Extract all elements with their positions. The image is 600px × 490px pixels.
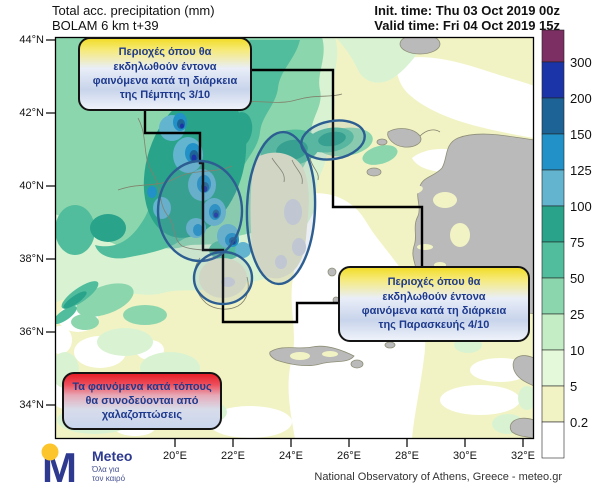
lat-label-40n: 40°N: [19, 180, 44, 192]
map-frame: [54, 36, 535, 440]
lat-label-38n: 38°N: [19, 253, 44, 265]
cb-label-5: 5: [570, 379, 578, 394]
lon-label-26e: 26°E: [337, 450, 361, 462]
lon-label-30e: 30°E: [453, 450, 477, 462]
lon-label-32e: 32°E: [511, 450, 535, 462]
init-time: Init. time: Thu 03 Oct 2019 00z: [374, 3, 560, 18]
lon-label-20e: 20°E: [163, 450, 187, 462]
cb-label-50: 50: [570, 271, 585, 286]
cb-label-125: 125: [570, 163, 592, 178]
logo-tagline-line2: τον καιρό: [92, 474, 126, 483]
logo-wordmark: Meteo: [92, 448, 132, 464]
cb-label-25: 25: [570, 307, 585, 322]
attribution-text: National Observatory of Athens, Greece -…: [314, 471, 562, 483]
meteo-logo: M Meteo Όλα για τον καιρό: [41, 443, 132, 490]
axis-ticks: [46, 39, 524, 447]
thursday-storms-callout: Περιοχές όπου θα εκδηλωθούν έντονα φαινό…: [78, 37, 252, 111]
run-times: Init. time: Thu 03 Oct 2019 00z Valid ti…: [260, 3, 560, 33]
cb-label-200: 200: [570, 91, 592, 106]
lat-label-44n: 44°N: [19, 34, 44, 46]
lat-label-34n: 34°N: [19, 399, 44, 411]
storm-ellipse-nw-greece: [156, 159, 244, 263]
lat-label-42n: 42°N: [19, 107, 44, 119]
storm-ellipse-peloponnese: [192, 250, 254, 306]
lon-label-22e: 22°E: [221, 450, 245, 462]
title-line1: Total acc. precipitation (mm): [52, 3, 215, 18]
lon-label-24e: 24°E: [279, 450, 303, 462]
storm-ellipse-thrace: [300, 119, 366, 161]
lon-label-28e: 28°E: [395, 450, 419, 462]
hail-warning-callout: Τα φαινόμενα κατά τόπους θα συνοδεύονται…: [62, 372, 222, 430]
valid-time: Valid time: Fri 04 Oct 2019 15z: [374, 18, 560, 33]
storm-ellipse-central: [245, 130, 317, 286]
title-line2: BOLAM 6 km t+39: [52, 18, 159, 33]
forecast-region-outline: [143, 68, 424, 324]
storm-area-ellipses: [156, 119, 366, 306]
lat-label-36n: 36°N: [19, 326, 44, 338]
cb-label-300: 300: [570, 55, 592, 70]
cb-label-10: 10: [570, 343, 585, 358]
cb-label-150: 150: [570, 127, 592, 142]
logo-tagline-line1: Όλα για: [91, 465, 120, 474]
colorbar: [541, 29, 565, 459]
map-title: Total acc. precipitation (mm) BOLAM 6 km…: [52, 3, 215, 33]
cb-label-0-2: 0.2: [570, 415, 589, 430]
logo-sun-icon: [41, 443, 59, 461]
cb-label-75: 75: [570, 235, 585, 250]
friday-storms-callout: Περιοχές όπου θα εκδηλωθούν έντονα φαινό…: [338, 266, 530, 342]
cb-label-100: 100: [570, 199, 592, 214]
